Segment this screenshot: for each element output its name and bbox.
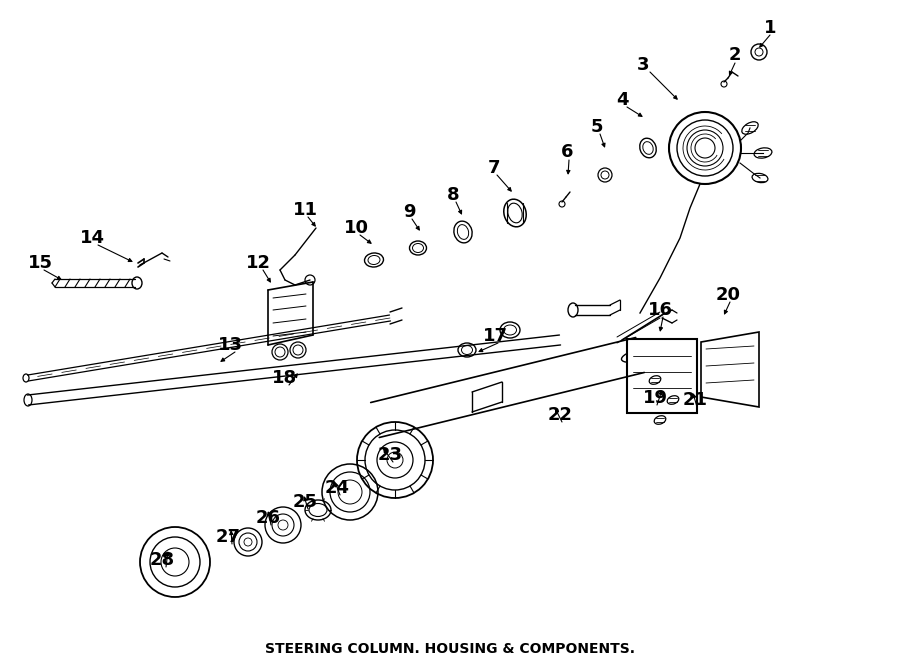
Text: 1: 1 — [764, 19, 776, 37]
Text: 9: 9 — [403, 203, 415, 221]
Text: 27: 27 — [215, 528, 240, 546]
Text: 7: 7 — [488, 159, 500, 177]
Text: 8: 8 — [446, 186, 459, 204]
Text: 4: 4 — [616, 91, 628, 109]
Text: 10: 10 — [344, 219, 368, 237]
Text: 18: 18 — [273, 369, 298, 387]
Text: 21: 21 — [682, 391, 707, 409]
FancyBboxPatch shape — [627, 339, 697, 413]
Text: 24: 24 — [325, 479, 349, 497]
Text: 6: 6 — [561, 143, 573, 161]
Polygon shape — [701, 332, 759, 407]
Text: 2: 2 — [729, 46, 742, 64]
Text: STEERING COLUMN. HOUSING & COMPONENTS.: STEERING COLUMN. HOUSING & COMPONENTS. — [265, 642, 635, 656]
Text: 5: 5 — [590, 118, 603, 136]
Text: 11: 11 — [292, 201, 318, 219]
Text: 15: 15 — [28, 254, 52, 272]
Text: 3: 3 — [637, 56, 649, 74]
Text: 19: 19 — [643, 389, 668, 407]
Text: 13: 13 — [218, 336, 242, 354]
Text: 12: 12 — [246, 254, 271, 272]
Text: 20: 20 — [716, 286, 741, 304]
Text: 28: 28 — [149, 551, 175, 569]
Text: 16: 16 — [647, 301, 672, 319]
Text: 22: 22 — [547, 406, 572, 424]
Text: 26: 26 — [256, 509, 281, 527]
Text: 14: 14 — [79, 229, 104, 247]
Text: 23: 23 — [377, 446, 402, 464]
Text: 17: 17 — [482, 327, 508, 345]
Text: 25: 25 — [292, 493, 318, 511]
